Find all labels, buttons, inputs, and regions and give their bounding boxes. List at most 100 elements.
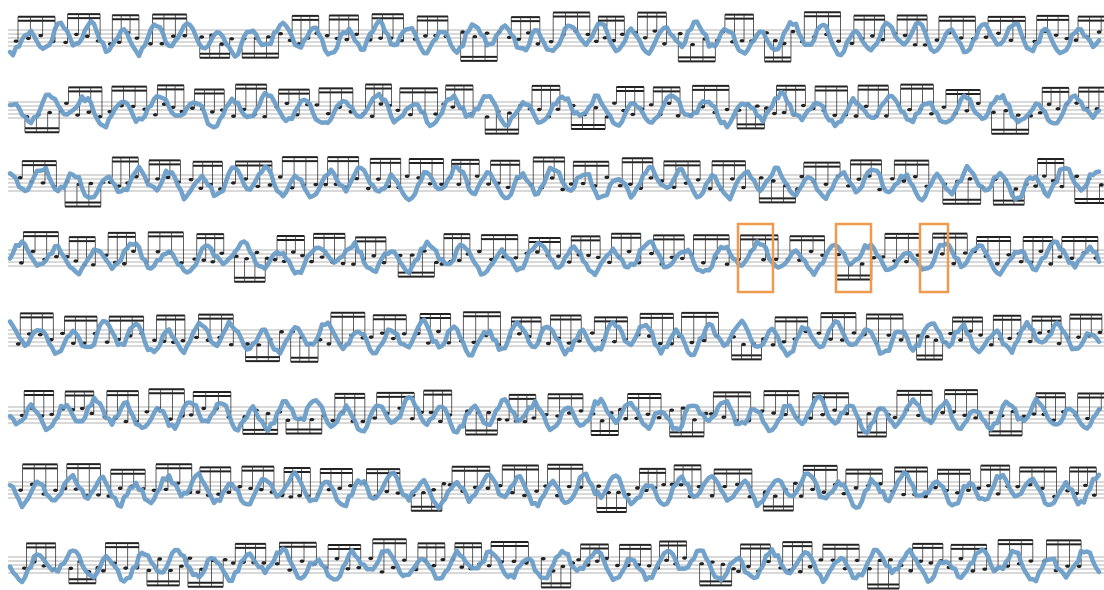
note-head [18,261,24,265]
note-head [1076,335,1081,339]
note-head [928,250,934,254]
note-head [1028,559,1034,563]
note-head [816,331,822,335]
note-head [678,483,684,487]
note-head [988,410,994,415]
note-head [772,38,778,43]
contour-line [7,546,1102,585]
note-head [187,556,193,560]
system [7,463,1104,514]
system [7,388,1104,438]
note-head [516,332,522,336]
note-head [871,256,877,260]
note-head [614,563,620,568]
note-head [898,338,904,342]
note-head [916,413,921,418]
note-head [797,569,803,574]
note-head [754,104,760,108]
note-head [1007,336,1013,341]
note-head [123,419,129,424]
note-head [38,33,44,38]
note-head [928,561,934,565]
highlight-box [736,222,775,294]
note-head [991,110,996,115]
note-head [818,558,824,562]
note-head [1046,102,1052,106]
note-head [395,491,401,495]
note-head [1059,184,1065,189]
note-head [89,411,95,416]
note-head [287,568,293,572]
note-head [628,182,633,186]
note-head [540,557,546,561]
note-head [433,112,439,116]
note-head [555,107,561,111]
note-head [593,39,599,44]
note-head [79,406,85,411]
note-head [903,260,909,264]
note-head [267,183,273,187]
note-head [761,258,766,262]
note-head [375,177,381,181]
note-head [820,412,825,417]
note-head [986,483,991,488]
note-head [70,341,76,345]
note-head [182,33,188,38]
note-head [1069,256,1075,260]
contour-line [7,89,1102,130]
note-head [962,413,968,417]
note-head [973,416,979,420]
note-head [496,417,502,421]
note-head [297,494,302,498]
note-head [516,37,522,42]
note-head [525,31,531,35]
note-head [261,561,267,565]
note-head [37,333,43,337]
note-head [988,343,994,347]
note-head [907,108,912,112]
note-head [505,185,511,190]
note-head [566,260,572,264]
note-head [892,415,898,420]
note-head [965,488,971,493]
note-head [645,412,651,416]
note-head [47,110,53,115]
note-head [60,331,65,336]
note-head [982,567,988,571]
note-head [409,416,415,421]
note-head [799,174,805,179]
note-head [314,103,320,107]
note-head [700,261,706,265]
note-head [278,32,284,36]
note-head [578,409,584,413]
note-head [863,104,869,109]
note-head [279,330,285,334]
note-head [237,484,243,489]
note-head [195,490,201,494]
note-head [630,112,636,117]
note-head [74,32,79,37]
note-head [1053,33,1059,37]
note-head [244,257,250,261]
note-head [934,38,940,42]
note-head [436,329,441,334]
note-head [535,42,541,46]
note-head [731,567,737,571]
note-head [40,181,46,185]
note-head [428,410,434,415]
note-head [940,411,946,415]
contour-line [7,317,1102,358]
note-head [1006,253,1012,257]
note-head [739,39,745,43]
note-head [17,176,23,180]
note-head [1015,113,1021,117]
note-head [170,34,176,38]
note-head [262,115,268,119]
note-head [351,262,356,266]
note-head [159,42,165,46]
note-head [880,38,886,42]
note-head [976,486,982,490]
note-head [772,111,777,116]
note-head [652,29,658,33]
note-head [344,37,350,42]
